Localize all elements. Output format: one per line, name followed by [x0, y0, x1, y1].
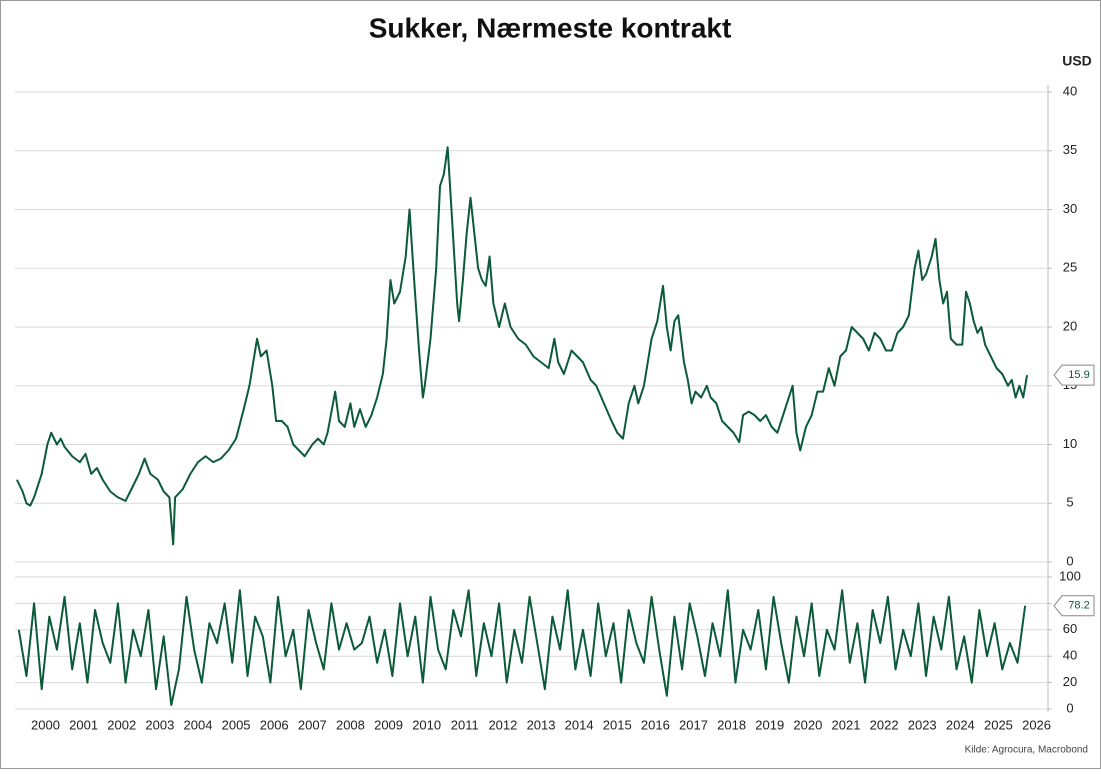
y-tick-label: 0 [1066, 700, 1073, 715]
y-tick-label: 35 [1063, 142, 1077, 157]
end-value-box [1053, 364, 1095, 386]
x-tick-label: 2019 [755, 717, 784, 732]
x-tick-label: 2007 [298, 717, 327, 732]
x-tick-label: 2026 [1022, 717, 1051, 732]
x-tick-label: 2013 [527, 717, 556, 732]
y-tick-label: 20 [1063, 318, 1077, 333]
x-tick-label: 2002 [107, 717, 136, 732]
end-value-label: 78.2 [1068, 600, 1089, 612]
price-line [17, 589, 1027, 707]
x-tick-label: 2006 [260, 717, 289, 732]
x-tick-label: 2005 [222, 717, 251, 732]
y-tick-label: 40 [1063, 648, 1077, 663]
price-line [16, 146, 1029, 546]
x-tick-label: 2012 [488, 717, 517, 732]
x-tick-label: 2022 [870, 717, 899, 732]
y-tick-label: 20 [1063, 674, 1077, 689]
x-tick-label: 2003 [145, 717, 174, 732]
x-tick-label: 2010 [412, 717, 441, 732]
x-tick-label: 2025 [984, 717, 1013, 732]
x-tick-label: 2008 [336, 717, 365, 732]
x-tick-label: 2014 [565, 717, 594, 732]
x-tick-label: 2024 [946, 717, 975, 732]
x-tick-label: 2018 [717, 717, 746, 732]
source-note: Kilde: Agrocura, Macrobond [965, 745, 1088, 756]
x-tick-label: 2011 [451, 717, 479, 732]
x-tick-label: 2009 [374, 717, 403, 732]
y-tick-label: 25 [1063, 260, 1077, 275]
y-tick-label: 60 [1063, 621, 1077, 636]
y-tick-label: 30 [1063, 201, 1077, 216]
x-tick-label: 2017 [679, 717, 708, 732]
x-tick-label: 2004 [184, 717, 213, 732]
x-tick-label: 2000 [31, 717, 60, 732]
end-value-label: 15.9 [1068, 369, 1089, 381]
x-tick-label: 2023 [908, 717, 937, 732]
y-tick-label: 40 [1063, 83, 1077, 98]
x-tick-label: 2016 [641, 717, 670, 732]
x-tick-label: 2021 [832, 717, 861, 732]
x-tick-label: 2015 [603, 717, 632, 732]
y-axis-unit: USD [1062, 53, 1092, 69]
end-value-box [1053, 595, 1095, 617]
y-tick-label: 0 [1066, 553, 1073, 568]
x-tick-label: 2001 [69, 717, 98, 732]
x-tick-label: 2020 [793, 717, 822, 732]
y-tick-label: 100 [1059, 568, 1081, 583]
chart-title: Sukker, Nærmeste kontrakt [369, 12, 732, 43]
y-tick-label: 10 [1063, 436, 1077, 451]
y-tick-label: 5 [1066, 495, 1073, 510]
